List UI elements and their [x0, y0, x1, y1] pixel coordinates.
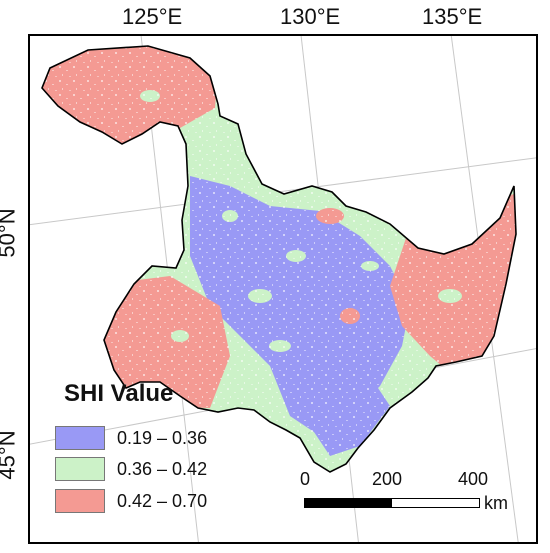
scalebar-tick-400: 400: [458, 469, 489, 489]
legend-label-high: 0.42 – 0.70: [117, 490, 208, 511]
legend-title: SHI Value: [64, 380, 174, 407]
lon-label-130: 130°E: [280, 4, 341, 29]
lon-label-135: 135°E: [422, 4, 483, 29]
scalebar-tick-200: 200: [372, 469, 403, 489]
legend-swatch-mid: [55, 457, 105, 481]
legend-item-mid: 0.36 – 0.42: [55, 456, 207, 482]
legend-item-low: 0.19 – 0.36: [55, 425, 207, 451]
map-frame: [28, 34, 538, 544]
shi-map: [30, 36, 536, 542]
scalebar-unit: km: [484, 493, 508, 513]
legend-label-mid: 0.36 – 0.42: [117, 458, 208, 479]
legend-label-low: 0.19 – 0.36: [117, 427, 208, 448]
legend-swatch-low: [55, 426, 105, 450]
scalebar: [304, 498, 480, 508]
lon-label-125: 125°E: [122, 4, 183, 29]
legend-swatch-high: [55, 489, 105, 513]
lat-label-45: 45°N: [0, 430, 20, 480]
lat-label-50: 50°N: [0, 208, 20, 258]
legend-item-high: 0.42 – 0.70: [55, 488, 207, 514]
scalebar-tick-0: 0: [300, 469, 311, 489]
